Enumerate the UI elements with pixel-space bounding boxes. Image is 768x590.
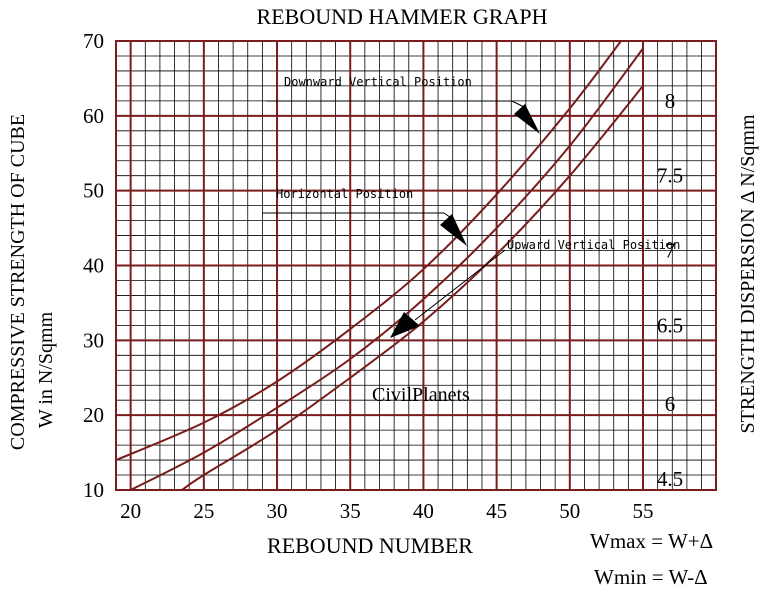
leader-upward (414, 249, 506, 321)
plot-border (115, 40, 717, 491)
x-tick-label: 45 (486, 499, 507, 523)
y-tick-label: 50 (83, 179, 104, 203)
major-grid (115, 40, 717, 491)
formula-min: Wmin = W-Δ (594, 565, 708, 589)
x-tick-label: 40 (413, 499, 434, 523)
x-tick-label: 20 (120, 499, 141, 523)
x-axis-label: REBOUND NUMBER (267, 533, 473, 558)
dispersion-label: 6.5 (657, 313, 683, 337)
dispersion-labels: 8 7.5 7 6.5 6 4.5 (657, 89, 683, 491)
arrowhead-upward (390, 312, 420, 338)
dispersion-label: 4.5 (657, 467, 683, 491)
x-tick-label: 30 (267, 499, 288, 523)
y-tick-label: 40 (83, 254, 104, 278)
y-tick-label: 10 (83, 478, 104, 502)
x-tick-label: 25 (193, 499, 214, 523)
series-line-2 (181, 85, 644, 491)
y-tick-label: 70 (83, 29, 104, 53)
series-label-upward: Upward Vertical Position (507, 238, 680, 252)
y-tick-label: 60 (83, 104, 104, 128)
dispersion-label: 8 (665, 89, 676, 113)
right-axis-label: STRENGTH DISPERSION Δ N/Sqmm (737, 114, 759, 433)
y-tick-labels: 10 20 30 40 50 60 70 (83, 29, 104, 502)
watermark-text: CivilPlanets (372, 384, 470, 406)
series-line-0 (115, 40, 622, 462)
y-tick-label: 30 (83, 328, 104, 352)
x-tick-label: 50 (559, 499, 580, 523)
dispersion-label: 6 (665, 392, 676, 416)
leader-downward-tail (511, 100, 525, 108)
x-tick-label: 55 (633, 499, 654, 523)
arrowhead-downward (514, 104, 540, 134)
series-line-1 (130, 47, 644, 491)
y-axis-label-line1: COMPRESSIVE STRENGTH OF CUBE (7, 114, 29, 450)
y-axis-label-line2: W in N/Sqmm (35, 311, 57, 428)
formula-max: Wmax = W+Δ (590, 529, 713, 553)
series-label-downward: Downward Vertical Position (284, 75, 472, 89)
chart-title: REBOUND HAMMER GRAPH (257, 4, 548, 29)
x-tick-labels: 20 25 30 35 40 45 50 55 (120, 499, 653, 523)
y-tick-label: 20 (83, 403, 104, 427)
arrowhead-horizontal (440, 214, 467, 246)
dispersion-label: 7 (665, 239, 676, 263)
series-label-horizontal: Horizontal Position (276, 187, 413, 201)
x-tick-label: 35 (340, 499, 361, 523)
annotation-leaders (262, 100, 540, 338)
dispersion-label: 7.5 (657, 164, 683, 188)
